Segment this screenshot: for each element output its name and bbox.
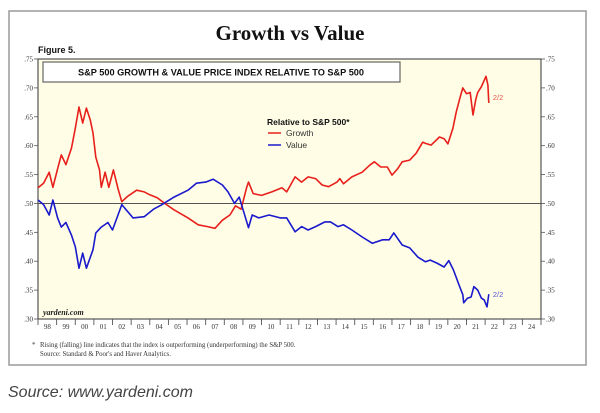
- legend-label-value: Value: [286, 140, 307, 150]
- y-tick-label-left: .35: [24, 287, 33, 295]
- plot-area: [37, 58, 542, 320]
- y-tick-label-left: .75: [24, 56, 33, 64]
- chart-subtitle: S&P 500 GROWTH & VALUE PRICE INDEX RELAT…: [78, 68, 364, 78]
- y-tick-label-left: .60: [24, 142, 33, 150]
- series-layer: 2/2 2/2: [37, 75, 503, 308]
- y-tick-label-left: .45: [24, 229, 33, 237]
- x-tick-label: 16: [379, 323, 387, 331]
- x-tick-label: 17: [398, 323, 406, 331]
- x-tick-label: 99: [62, 323, 70, 331]
- x-tick-label: 02: [118, 323, 126, 331]
- x-tick-label: 13: [323, 323, 331, 331]
- x-tick-label: 06: [193, 323, 201, 331]
- y-axis-left: .30 .35 .40 .45 .50 .55 .60 .65 .70 .75: [24, 56, 38, 324]
- x-tick-label: 20: [454, 323, 462, 331]
- x-axis: 98 99 00 01 02 03 04 05 06 07 08 09 10 11 12 13 14 15 16 17…: [37, 319, 542, 331]
- y-tick-label-right: .65: [546, 113, 555, 121]
- x-tick-label: 03: [137, 323, 145, 331]
- x-tick-label: 23: [510, 323, 518, 331]
- image-caption: Source: www.yardeni.com: [8, 384, 193, 401]
- y-tick-label-right: .55: [546, 171, 555, 179]
- footnote-marker: *: [32, 342, 36, 349]
- x-tick-label: 00: [81, 323, 89, 331]
- end-label-value: 2/2: [493, 290, 503, 299]
- y-tick-label-right: .35: [546, 287, 555, 295]
- x-tick-label: 11: [286, 323, 293, 331]
- y-tick-label-right: .30: [546, 316, 555, 324]
- y-tick-label-right: .45: [546, 229, 555, 237]
- chart-title: Growth vs Value: [216, 21, 365, 45]
- y-tick-label-right: .40: [546, 258, 555, 266]
- x-tick-label: 05: [174, 323, 182, 331]
- x-tick-label: 14: [342, 323, 350, 331]
- watermark: yardeni.com: [42, 308, 84, 317]
- legend-title: Relative to S&P 500*: [267, 117, 350, 127]
- x-tick-label: 21: [472, 323, 480, 331]
- series-line-growth: [37, 75, 490, 230]
- subtitle-box: [42, 61, 401, 83]
- legend-label-growth: Growth: [286, 128, 314, 138]
- x-tick-label: 09: [249, 323, 257, 331]
- y-tick-label-left: .30: [24, 316, 33, 324]
- series-line-value: [37, 178, 490, 308]
- x-tick-label: 08: [230, 323, 238, 331]
- figure-label: Figure 5.: [38, 45, 76, 55]
- x-tick-label: 10: [267, 323, 275, 331]
- y-tick-label-left: .65: [24, 113, 33, 121]
- y-tick-label-left: .40: [24, 258, 33, 266]
- x-tick-label: 18: [416, 323, 424, 331]
- y-tick-label-left: .55: [24, 171, 33, 179]
- y-tick-label-left: .70: [24, 84, 33, 92]
- y-axis-right: .30 .35 .40 .45 .50 .55 .60 .65 .70 .75: [541, 56, 555, 324]
- x-tick-label: 24: [528, 323, 536, 331]
- end-label-growth: 2/2: [493, 93, 503, 102]
- y-tick-label-right: .70: [546, 84, 555, 92]
- x-tick-label: 19: [435, 323, 443, 331]
- x-tick-label: 01: [100, 323, 108, 331]
- legend: Relative to S&P 500* Growth Value: [267, 117, 350, 150]
- y-tick-label-right: .60: [546, 142, 555, 150]
- footnote-source: Source: Standard & Poor's and Haver Anal…: [40, 351, 171, 358]
- y-tick-label-right: .50: [546, 200, 555, 208]
- x-tick-label: 15: [361, 323, 369, 331]
- y-tick-label-left: .50: [24, 200, 33, 208]
- x-tick-label: 22: [491, 323, 499, 331]
- x-tick-label: 12: [305, 323, 313, 331]
- footnote-text: Rising (falling) line indicates that the…: [40, 342, 296, 349]
- x-tick-label: 07: [211, 323, 219, 331]
- x-tick-label: 04: [156, 323, 164, 331]
- x-tick-label: 98: [44, 323, 52, 331]
- y-tick-label-right: .75: [546, 56, 555, 64]
